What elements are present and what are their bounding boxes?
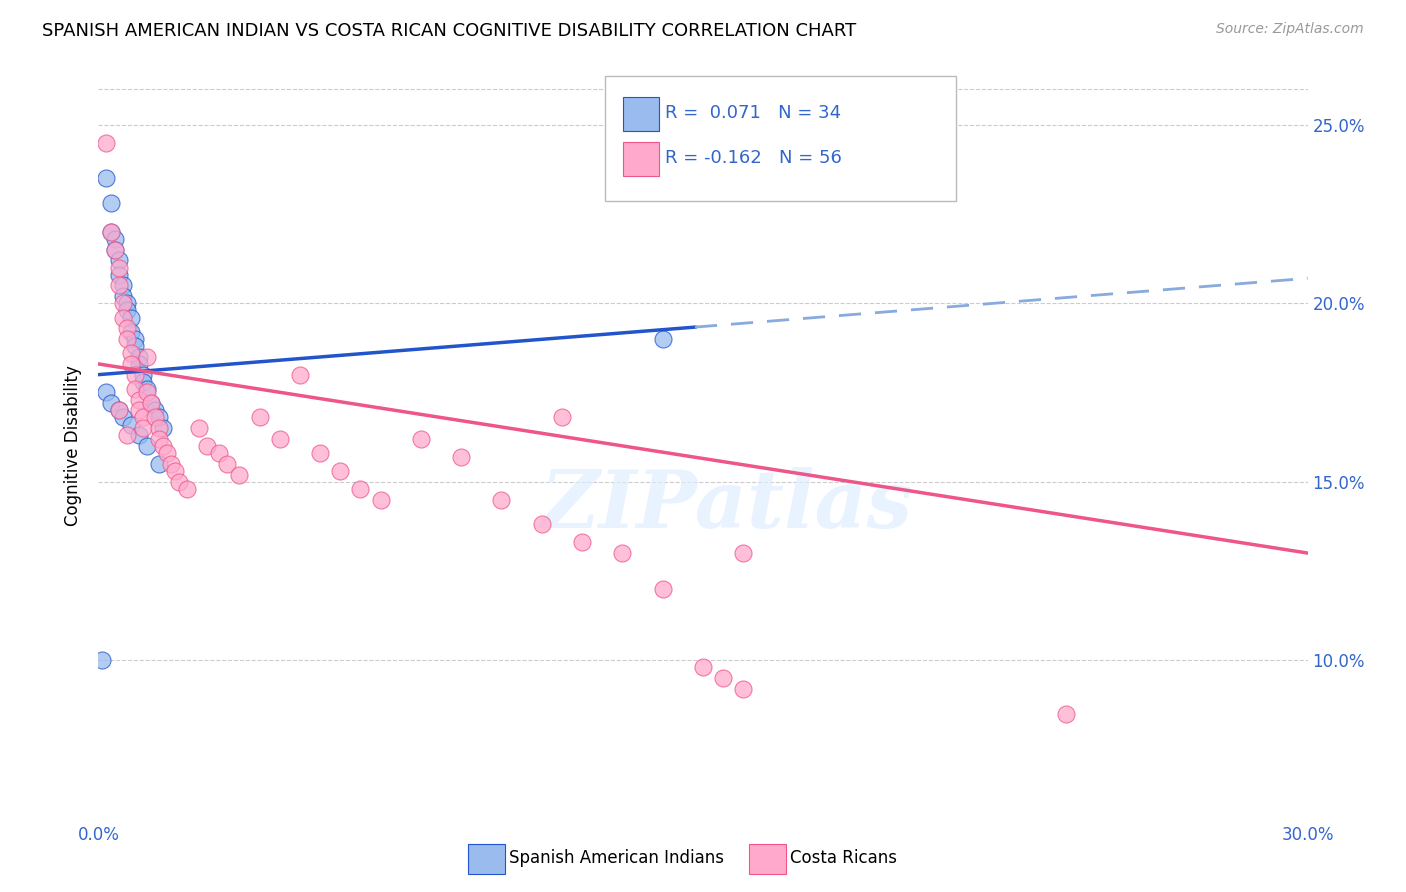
Point: [100, 225, 122, 239]
Point: [135, 382, 157, 396]
Point: [450, 450, 472, 464]
Point: [111, 310, 134, 325]
Point: [651, 332, 673, 346]
Text: Spanish American Indians: Spanish American Indians: [509, 849, 724, 867]
Point: [128, 350, 150, 364]
Point: [692, 660, 714, 674]
Point: [409, 432, 432, 446]
Point: [107, 268, 129, 282]
Point: [107, 278, 129, 293]
Point: [100, 225, 122, 239]
Point: [111, 410, 134, 425]
Point: [115, 303, 138, 318]
Point: [139, 396, 162, 410]
Point: [124, 368, 146, 382]
Point: [115, 296, 138, 310]
Point: [612, 546, 634, 560]
Point: [551, 410, 574, 425]
Text: ZIPatlas: ZIPatlas: [541, 467, 914, 545]
Point: [107, 403, 129, 417]
Point: [124, 382, 146, 396]
Point: [115, 321, 138, 335]
Point: [107, 260, 129, 275]
Point: [160, 457, 183, 471]
Point: [148, 410, 170, 425]
Point: [167, 475, 190, 489]
Point: [733, 681, 755, 696]
Point: [148, 457, 170, 471]
Point: [152, 421, 174, 435]
Point: [143, 410, 166, 425]
Point: [135, 350, 157, 364]
Point: [370, 492, 392, 507]
Point: [103, 232, 125, 246]
Point: [115, 428, 138, 442]
Point: [124, 339, 146, 353]
Point: [128, 392, 150, 407]
Point: [349, 482, 371, 496]
Point: [132, 368, 155, 382]
Point: [651, 582, 673, 596]
Point: [135, 439, 157, 453]
Point: [733, 546, 755, 560]
Text: Costa Ricans: Costa Ricans: [790, 849, 897, 867]
Point: [1054, 706, 1077, 721]
Point: [120, 310, 142, 325]
Point: [288, 368, 311, 382]
Point: [111, 296, 134, 310]
Text: Source: ZipAtlas.com: Source: ZipAtlas.com: [1216, 22, 1364, 37]
Point: [128, 428, 150, 442]
Point: [249, 410, 271, 425]
Point: [132, 421, 155, 435]
Point: [152, 439, 174, 453]
Point: [530, 517, 553, 532]
Point: [128, 403, 150, 417]
Point: [148, 421, 170, 435]
Point: [163, 464, 186, 478]
Point: [711, 671, 734, 685]
Point: [571, 535, 593, 549]
Point: [111, 289, 134, 303]
Point: [100, 196, 122, 211]
Point: [195, 439, 218, 453]
Text: R = -0.162   N = 56: R = -0.162 N = 56: [665, 149, 842, 167]
Point: [176, 482, 198, 496]
Point: [228, 467, 250, 482]
Point: [103, 243, 125, 257]
Point: [148, 432, 170, 446]
Point: [111, 278, 134, 293]
Point: [120, 325, 142, 339]
Point: [120, 357, 142, 371]
Text: SPANISH AMERICAN INDIAN VS COSTA RICAN COGNITIVE DISABILITY CORRELATION CHART: SPANISH AMERICAN INDIAN VS COSTA RICAN C…: [42, 22, 856, 40]
Point: [269, 432, 291, 446]
Point: [139, 396, 162, 410]
Y-axis label: Cognitive Disability: Cognitive Disability: [65, 366, 83, 526]
Point: [124, 332, 146, 346]
Point: [128, 357, 150, 371]
Point: [96, 171, 118, 186]
Point: [132, 410, 155, 425]
Point: [156, 446, 179, 460]
Point: [107, 253, 129, 268]
Point: [107, 403, 129, 417]
Point: [96, 385, 118, 400]
Point: [100, 396, 122, 410]
Point: [491, 492, 513, 507]
Point: [132, 375, 155, 389]
Point: [329, 464, 352, 478]
Point: [91, 653, 114, 667]
Text: R =  0.071   N = 34: R = 0.071 N = 34: [665, 104, 841, 122]
Point: [188, 421, 211, 435]
Point: [208, 446, 231, 460]
Point: [217, 457, 239, 471]
Point: [143, 403, 166, 417]
Point: [96, 136, 118, 150]
Point: [115, 332, 138, 346]
Point: [120, 417, 142, 432]
Point: [120, 346, 142, 360]
Point: [103, 243, 125, 257]
Point: [309, 446, 332, 460]
Point: [135, 385, 157, 400]
